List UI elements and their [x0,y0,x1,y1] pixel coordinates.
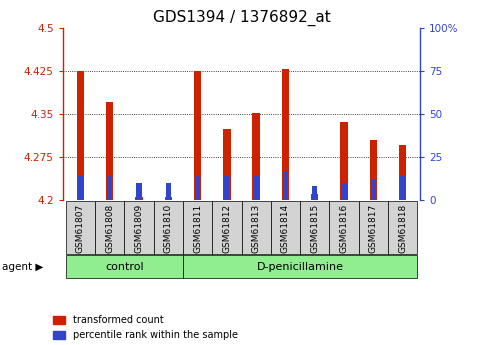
Bar [224,176,229,200]
Text: GSM61808: GSM61808 [105,203,114,253]
Bar [400,176,405,200]
Bar [282,69,289,200]
Bar [312,186,317,200]
Bar [369,140,377,200]
Text: GSM61811: GSM61811 [193,203,202,253]
Bar [136,183,142,200]
Bar [166,183,171,200]
Bar [107,176,113,200]
Bar [106,102,114,200]
Text: GSM61815: GSM61815 [310,203,319,253]
Title: GDS1394 / 1376892_at: GDS1394 / 1376892_at [153,10,330,26]
Text: GSM61809: GSM61809 [134,203,143,253]
Bar [283,171,288,200]
Bar [135,197,142,200]
Bar [194,71,201,200]
Bar [223,129,230,200]
Bar [399,146,406,200]
Bar [341,122,348,200]
Text: GSM61813: GSM61813 [252,203,261,253]
Bar [195,176,200,200]
Text: GSM61812: GSM61812 [222,204,231,253]
Bar [254,176,259,200]
Text: GSM61816: GSM61816 [340,203,349,253]
Text: GSM61814: GSM61814 [281,204,290,253]
Bar [78,176,83,200]
Legend: transformed count, percentile rank within the sample: transformed count, percentile rank withi… [53,315,238,340]
Text: agent ▶: agent ▶ [2,262,44,272]
Bar [253,113,260,200]
Bar [311,194,318,200]
Text: D-penicillamine: D-penicillamine [256,262,343,272]
Bar [370,179,376,200]
Text: control: control [105,262,143,272]
Text: GSM61817: GSM61817 [369,203,378,253]
Text: GSM61818: GSM61818 [398,203,407,253]
Text: GSM61807: GSM61807 [76,203,85,253]
Bar [165,197,172,200]
Bar [77,71,84,200]
Text: GSM61810: GSM61810 [164,203,173,253]
Bar [341,183,347,200]
